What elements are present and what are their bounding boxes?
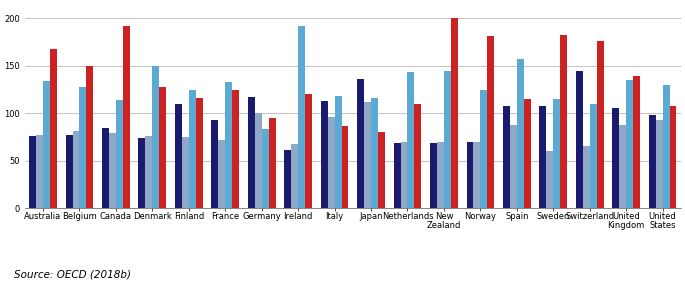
Bar [152, 66, 160, 208]
Bar [619, 125, 626, 208]
Bar [473, 142, 480, 208]
Bar [480, 89, 487, 208]
Bar [138, 138, 145, 208]
Bar [305, 94, 312, 208]
Bar [225, 82, 232, 208]
Bar [560, 34, 567, 208]
Bar [444, 71, 451, 208]
Bar [662, 85, 669, 208]
Bar [510, 125, 516, 208]
Bar [466, 142, 473, 208]
Bar [414, 104, 421, 208]
Bar [269, 118, 275, 208]
Bar [487, 36, 494, 208]
Bar [43, 81, 50, 208]
Bar [669, 106, 677, 208]
Bar [175, 104, 182, 208]
Bar [189, 90, 196, 208]
Bar [196, 98, 203, 208]
Bar [109, 133, 116, 208]
Bar [291, 144, 298, 208]
Bar [401, 142, 408, 208]
Bar [145, 136, 152, 208]
Bar [29, 136, 36, 208]
Bar [364, 102, 371, 208]
Bar [430, 142, 437, 208]
Bar [262, 129, 269, 208]
Bar [219, 140, 225, 208]
Bar [576, 71, 583, 208]
Bar [394, 142, 401, 208]
Bar [553, 99, 560, 208]
Bar [547, 151, 553, 208]
Bar [378, 132, 385, 208]
Bar [539, 106, 547, 208]
Bar [123, 26, 129, 208]
Bar [357, 79, 364, 208]
Bar [36, 135, 43, 208]
Bar [633, 76, 640, 208]
Bar [437, 142, 444, 208]
Bar [656, 120, 662, 208]
Bar [524, 99, 531, 208]
Bar [182, 137, 189, 208]
Bar [516, 59, 524, 208]
Bar [371, 98, 378, 208]
Bar [255, 113, 262, 208]
Bar [298, 26, 305, 208]
Bar [50, 49, 57, 208]
Bar [503, 106, 510, 208]
Bar [649, 115, 656, 208]
Bar [612, 109, 619, 208]
Bar [321, 101, 327, 208]
Text: Source: OECD (2018b): Source: OECD (2018b) [14, 269, 131, 279]
Bar [102, 129, 109, 208]
Bar [626, 80, 633, 208]
Bar [160, 87, 166, 208]
Bar [73, 131, 79, 208]
Bar [212, 120, 219, 208]
Bar [248, 97, 255, 208]
Bar [66, 135, 73, 208]
Bar [342, 126, 349, 208]
Bar [334, 96, 342, 208]
Bar [284, 150, 291, 208]
Bar [583, 146, 590, 208]
Bar [79, 87, 86, 208]
Bar [327, 117, 334, 208]
Bar [451, 19, 458, 208]
Bar [408, 72, 414, 208]
Bar [590, 104, 597, 208]
Bar [597, 41, 603, 208]
Bar [86, 66, 93, 208]
Bar [116, 100, 123, 208]
Bar [232, 89, 239, 208]
